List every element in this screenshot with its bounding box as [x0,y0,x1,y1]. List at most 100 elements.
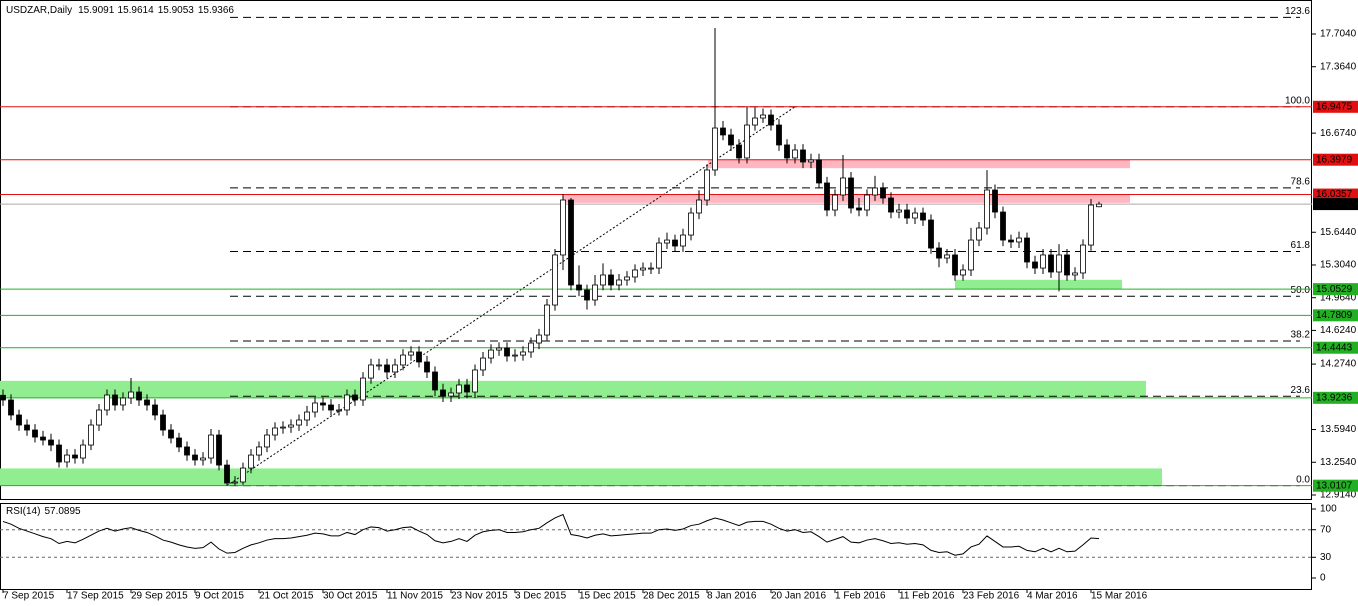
candle-body [536,334,542,344]
fib-label: 61.8 [1291,240,1311,251]
price-label-box [1313,100,1358,113]
candle-body [40,436,46,441]
candle-body [184,446,190,456]
candle-body [32,429,38,438]
rsi-value: 57.0895 [44,506,81,517]
candle-body [8,399,14,416]
candle-body [1008,239,1014,243]
y-tick-label: 14.2740 [1320,359,1357,370]
candle-body [1048,254,1054,273]
candle-body [176,437,182,448]
candle-body [792,149,798,159]
candle-body [568,199,574,286]
price-label: 14.4443 [1316,342,1353,353]
rsi-tick-label: 30 [1320,552,1332,563]
candle-body [992,189,998,213]
y-tick-label: 17.7040 [1320,29,1357,40]
candle-body [656,242,662,269]
current-price-box [1313,198,1358,211]
candle-body [1072,272,1078,276]
candle-body [304,411,310,421]
candle-body [544,304,550,336]
rsi-tick-label: 0 [1320,573,1326,584]
candle-body [712,127,718,171]
candle-body [552,254,558,306]
price-label: 13.9236 [1316,392,1353,403]
price-label-box [1313,341,1358,354]
candle-body [1088,204,1094,246]
zone [708,159,1130,169]
candle-body [144,399,150,406]
candle-body [952,254,958,276]
candle-body [16,414,22,426]
candle-body [296,419,302,426]
y-tick-label: 12.9140 [1320,490,1357,501]
candle-body [400,354,406,366]
fib-label: 100.0 [1285,95,1310,106]
candle-body [880,187,886,199]
candle-body [576,284,582,291]
candle-body [512,354,518,357]
y-tick-label: 15.6440 [1320,227,1357,238]
candle-body [216,434,222,466]
close-value: 15.9366 [198,5,235,16]
x-tick-label: 8 Jan 2016 [707,591,757,602]
candle-body [928,219,934,249]
candle-body [840,177,846,196]
candle-body [160,414,166,431]
candle-body [728,134,734,146]
candle-body [600,274,606,286]
candle-body [704,169,710,201]
x-tick-label: 11 Nov 2015 [387,591,443,602]
fib-label: 0.0 [1296,474,1310,485]
y-tick-label: 13.5940 [1320,424,1357,435]
price-label-box [1313,153,1358,166]
candle-body [1032,261,1038,269]
zone [563,194,1130,203]
candle-body [96,409,102,426]
candle-body [240,467,246,483]
chart-title: USDZAR,Daily [6,5,72,16]
candle-body [632,269,638,278]
candle-body [752,117,758,126]
candle-body [560,199,566,256]
rsi-tick-label: 100 [1320,504,1337,515]
candle-body [936,247,942,259]
candle-body [472,369,478,393]
candle-body [1016,237,1022,243]
candle-body [968,239,974,271]
candle-body [320,402,326,406]
candle-body [976,227,982,241]
candle-body [624,276,630,281]
y-tick-label: 15.3040 [1320,260,1357,271]
x-tick-label: 15 Dec 2015 [579,591,636,602]
price-label-box [1313,309,1358,322]
candle-body [24,424,30,431]
rsi-tick-label: 70 [1320,524,1332,535]
y-tick-label: 17.3640 [1320,61,1357,72]
candle-body [464,384,470,393]
price-label: 16.3979 [1316,154,1353,165]
candle-body [760,114,766,119]
candle-body [488,349,494,359]
y-tick-label: 14.9640 [1320,292,1357,303]
x-tick-label: 28 Dec 2015 [643,591,700,602]
candle-body [496,347,502,351]
candle-body [192,454,198,461]
candle-body [1024,237,1030,263]
chart-header: USDZAR,Daily 15.9091 15.9614 15.9053 15.9366 [6,5,234,16]
x-tick-label: 3 Dec 2015 [515,591,567,602]
x-tick-label: 9 Oct 2015 [195,591,244,602]
candle-body [336,409,342,412]
fib-label: 38.2 [1291,330,1311,341]
candle-body [232,481,238,484]
candle-body [248,454,254,469]
candle-body [864,194,870,211]
price-label: 16.0357 [1316,189,1353,200]
candle-body [1096,203,1102,208]
fib-label: 123.6 [1285,6,1310,17]
candle-body [344,394,350,411]
price-label-box [1313,188,1358,201]
candle-body [584,289,590,301]
